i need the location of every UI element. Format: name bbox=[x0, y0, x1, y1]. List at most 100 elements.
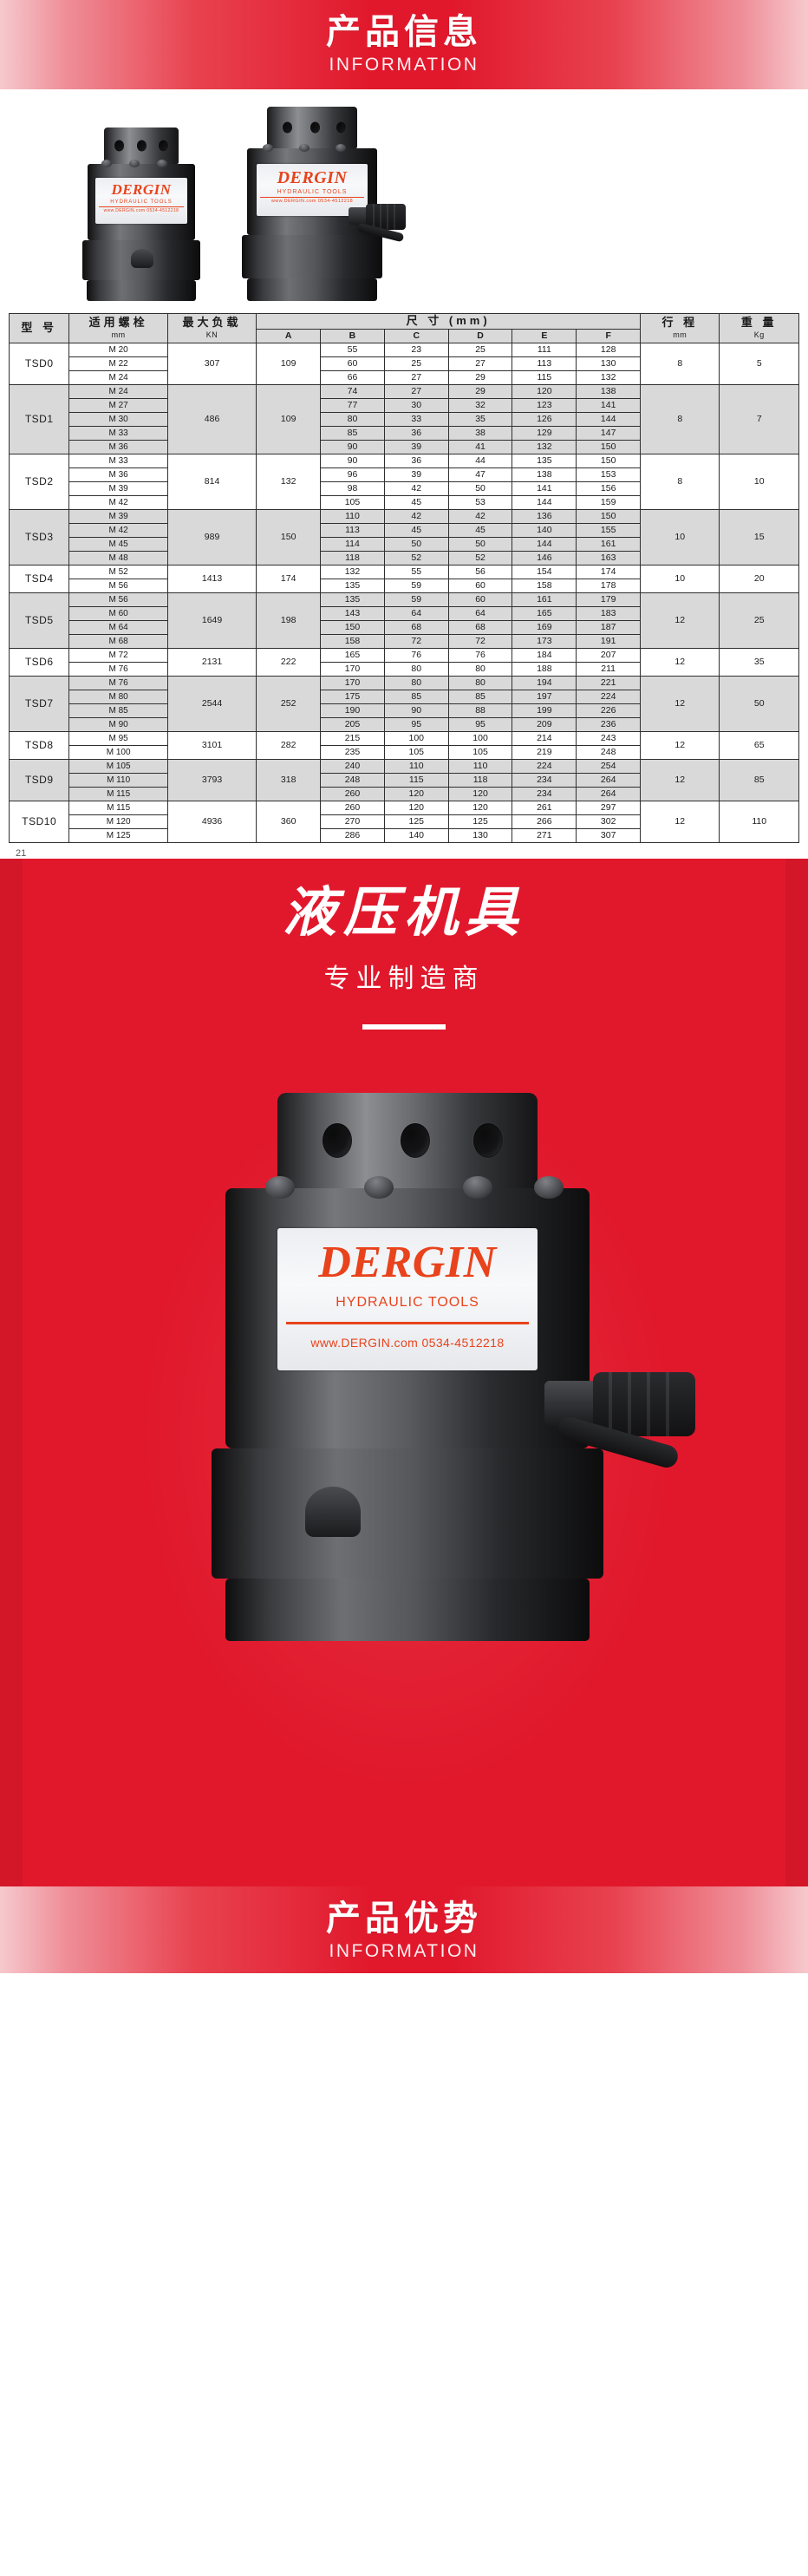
cell-b: 170 bbox=[320, 676, 385, 690]
cell-stroke: 8 bbox=[640, 454, 720, 510]
cell-model: TSD5 bbox=[8, 592, 70, 649]
cell-d: 45 bbox=[447, 523, 513, 538]
cell-stroke: 12 bbox=[640, 676, 720, 732]
cell-load: 989 bbox=[166, 509, 257, 566]
cell-e: 146 bbox=[512, 551, 577, 566]
cell-c: 27 bbox=[383, 370, 449, 385]
table-row: TSD7 M 76 2544 252 170 80 80 194 221 12 50 bbox=[8, 676, 799, 732]
cell-bolt: M 42 bbox=[68, 523, 168, 538]
cell-f: 147 bbox=[576, 426, 642, 441]
cell-d: 32 bbox=[447, 398, 513, 413]
cell-load: 1413 bbox=[166, 565, 257, 593]
th-bolt-label: 适用螺栓 bbox=[88, 315, 148, 329]
cell-b: 85 bbox=[320, 426, 385, 441]
hydraulic-port bbox=[131, 249, 153, 268]
feature-subtitle: 专业制造商 bbox=[323, 964, 485, 994]
feature-section: 液压机具 专业制造商 DERGIN HYDRAULIC TOOLS www.DE… bbox=[0, 859, 808, 1886]
cell-d: 125 bbox=[447, 814, 513, 829]
table-row: M 56 135 59 60 158 178 bbox=[10, 579, 799, 593]
section-banner-information: 产品信息 INFORMATION bbox=[0, 0, 808, 89]
cell-weight: 10 bbox=[719, 454, 799, 510]
hose-rib bbox=[387, 204, 388, 230]
cell-b: 135 bbox=[320, 579, 385, 593]
cell-b: 260 bbox=[320, 801, 385, 815]
cell-stroke: 12 bbox=[640, 801, 720, 843]
cell-e: 266 bbox=[512, 814, 577, 829]
cell-e: 161 bbox=[512, 592, 577, 607]
cell-f: 178 bbox=[576, 579, 642, 593]
hydraulic-hose bbox=[593, 1372, 695, 1436]
cell-b: 132 bbox=[320, 565, 385, 579]
cell-e: 126 bbox=[512, 412, 577, 427]
cell-c: 59 bbox=[383, 592, 449, 607]
cell-d: 105 bbox=[447, 745, 513, 760]
product-photo-tensioner-right: DERGIN HYDRAULIC TOOLS www.DERGIN.com 05… bbox=[227, 107, 406, 301]
cell-load: 486 bbox=[166, 384, 257, 454]
cell-d: 85 bbox=[447, 690, 513, 704]
cell-c: 80 bbox=[383, 662, 449, 677]
cell-e: 154 bbox=[512, 565, 577, 579]
cell-d: 35 bbox=[447, 412, 513, 427]
cell-c: 25 bbox=[383, 356, 449, 371]
label-subtitle-text: HYDRAULIC TOOLS bbox=[336, 1295, 479, 1310]
cell-bolt: M 76 bbox=[68, 662, 168, 677]
table-row: M 24 66 27 29 115 132 bbox=[10, 370, 799, 385]
cell-c: 45 bbox=[383, 523, 449, 538]
th-load: 最大负载 KN bbox=[166, 313, 257, 343]
cell-bolt: M 24 bbox=[68, 384, 168, 399]
cell-stroke: 10 bbox=[640, 565, 720, 593]
cell-f: 302 bbox=[576, 814, 642, 829]
cell-c: 59 bbox=[383, 579, 449, 593]
th-model-label: 型 号 bbox=[21, 321, 57, 334]
cell-b: 190 bbox=[320, 703, 385, 718]
cell-stroke: 12 bbox=[640, 648, 720, 677]
cell-a: 174 bbox=[256, 565, 322, 593]
cell-e: 194 bbox=[512, 676, 577, 690]
cell-c: 42 bbox=[383, 509, 449, 524]
tensioner-cap bbox=[267, 107, 357, 148]
cell-d: 42 bbox=[447, 509, 513, 524]
cell-f: 211 bbox=[576, 662, 642, 677]
table-row: M 76 170 80 80 188 211 bbox=[10, 662, 799, 677]
cap-hole-icon bbox=[336, 121, 346, 134]
label-brand-text: DERGIN bbox=[111, 181, 172, 198]
cell-c: 110 bbox=[383, 759, 449, 774]
cell-stroke: 10 bbox=[640, 509, 720, 566]
cell-a: 198 bbox=[256, 592, 322, 649]
tensioner-body: DERGIN HYDRAULIC TOOLS www.DERGIN.com 05… bbox=[247, 144, 377, 235]
cell-c: 76 bbox=[383, 648, 449, 663]
th-size-c: C bbox=[383, 329, 449, 343]
th-stroke-unit: mm bbox=[673, 330, 687, 339]
cell-c: 95 bbox=[383, 717, 449, 732]
th-size-b: B bbox=[320, 329, 385, 343]
cell-bolt: M 125 bbox=[68, 828, 168, 843]
cell-bolt: M 36 bbox=[68, 440, 168, 454]
table-row: TSD9 M 105 3793 318 240 110 110 224 254 12 85 bbox=[8, 759, 799, 801]
cell-c: 115 bbox=[383, 773, 449, 788]
label-url-text: www.DERGIN.com 0534-4512218 bbox=[310, 1336, 505, 1350]
cell-f: 132 bbox=[576, 370, 642, 385]
cell-b: 110 bbox=[320, 509, 385, 524]
cell-e: 199 bbox=[512, 703, 577, 718]
cell-e: 113 bbox=[512, 356, 577, 371]
cell-b: 60 bbox=[320, 356, 385, 371]
cell-f: 161 bbox=[576, 537, 642, 552]
cell-model: TSD9 bbox=[8, 759, 70, 801]
th-size-f: F bbox=[576, 329, 642, 343]
cap-hole-icon bbox=[310, 121, 320, 134]
cell-bolt: M 120 bbox=[68, 814, 168, 829]
cell-model: TSD2 bbox=[8, 454, 70, 510]
cell-d: 118 bbox=[447, 773, 513, 788]
cell-e: 271 bbox=[512, 828, 577, 843]
th-weight-unit: Kg bbox=[753, 330, 765, 339]
th-stroke-label: 行 程 bbox=[661, 315, 699, 329]
cell-c: 72 bbox=[383, 634, 449, 649]
cell-b: 74 bbox=[320, 384, 385, 399]
cell-f: 141 bbox=[576, 398, 642, 413]
cell-stroke: 12 bbox=[640, 759, 720, 801]
cell-f: 155 bbox=[576, 523, 642, 538]
cell-d: 100 bbox=[447, 731, 513, 746]
cell-a: 109 bbox=[256, 384, 322, 454]
th-load-label: 最大负载 bbox=[182, 315, 242, 329]
cell-bolt: M 56 bbox=[68, 579, 168, 593]
